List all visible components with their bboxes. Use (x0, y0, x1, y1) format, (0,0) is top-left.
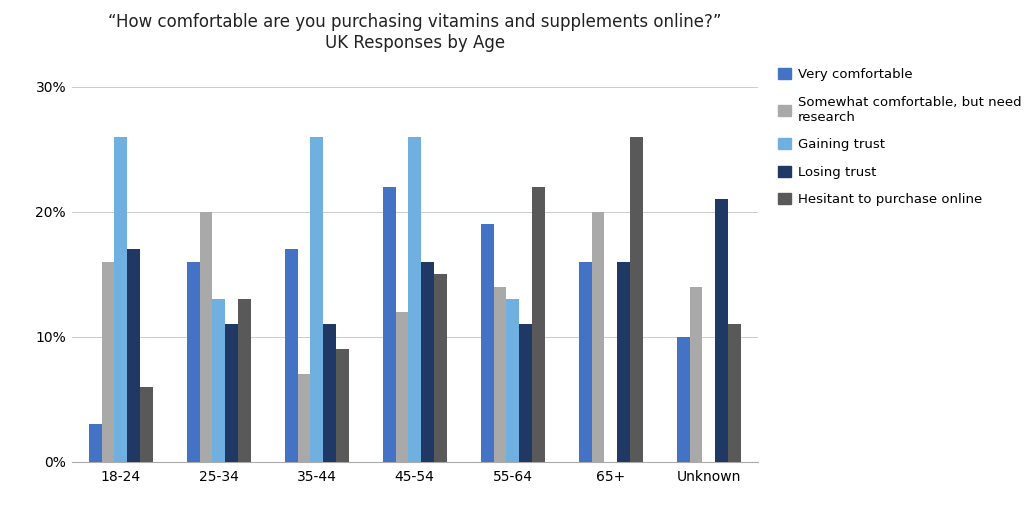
Bar (115, 136, 127, 462)
Bar (617, 262, 630, 462)
Bar (677, 337, 689, 462)
Bar (689, 287, 702, 462)
Bar (101, 262, 115, 462)
Bar (200, 212, 212, 462)
Bar (592, 212, 604, 462)
Bar (421, 262, 434, 462)
Bar (519, 324, 531, 462)
Bar (186, 262, 200, 462)
Bar (383, 187, 395, 462)
Bar (395, 312, 409, 462)
Bar (140, 387, 153, 462)
Legend: Very comfortable, Somewhat comfortable, but need to
research, Gaining trust, Los: Very comfortable, Somewhat comfortable, … (778, 68, 1024, 206)
Bar (506, 299, 519, 462)
Bar (481, 224, 494, 462)
Bar (89, 424, 101, 462)
Bar (324, 324, 336, 462)
Bar (715, 199, 728, 462)
Bar (298, 374, 310, 462)
Bar (579, 262, 592, 462)
Bar (336, 349, 348, 462)
Bar (531, 187, 545, 462)
Bar (285, 249, 298, 462)
Bar (310, 136, 324, 462)
Bar (409, 136, 421, 462)
Bar (212, 299, 225, 462)
Bar (238, 299, 251, 462)
Bar (494, 287, 506, 462)
Bar (127, 249, 140, 462)
Title: “How comfortable are you purchasing vitamins and supplements online?”
UK Respons: “How comfortable are you purchasing vita… (108, 13, 722, 52)
Bar (630, 136, 643, 462)
Bar (434, 274, 446, 462)
Bar (728, 324, 740, 462)
Bar (225, 324, 238, 462)
